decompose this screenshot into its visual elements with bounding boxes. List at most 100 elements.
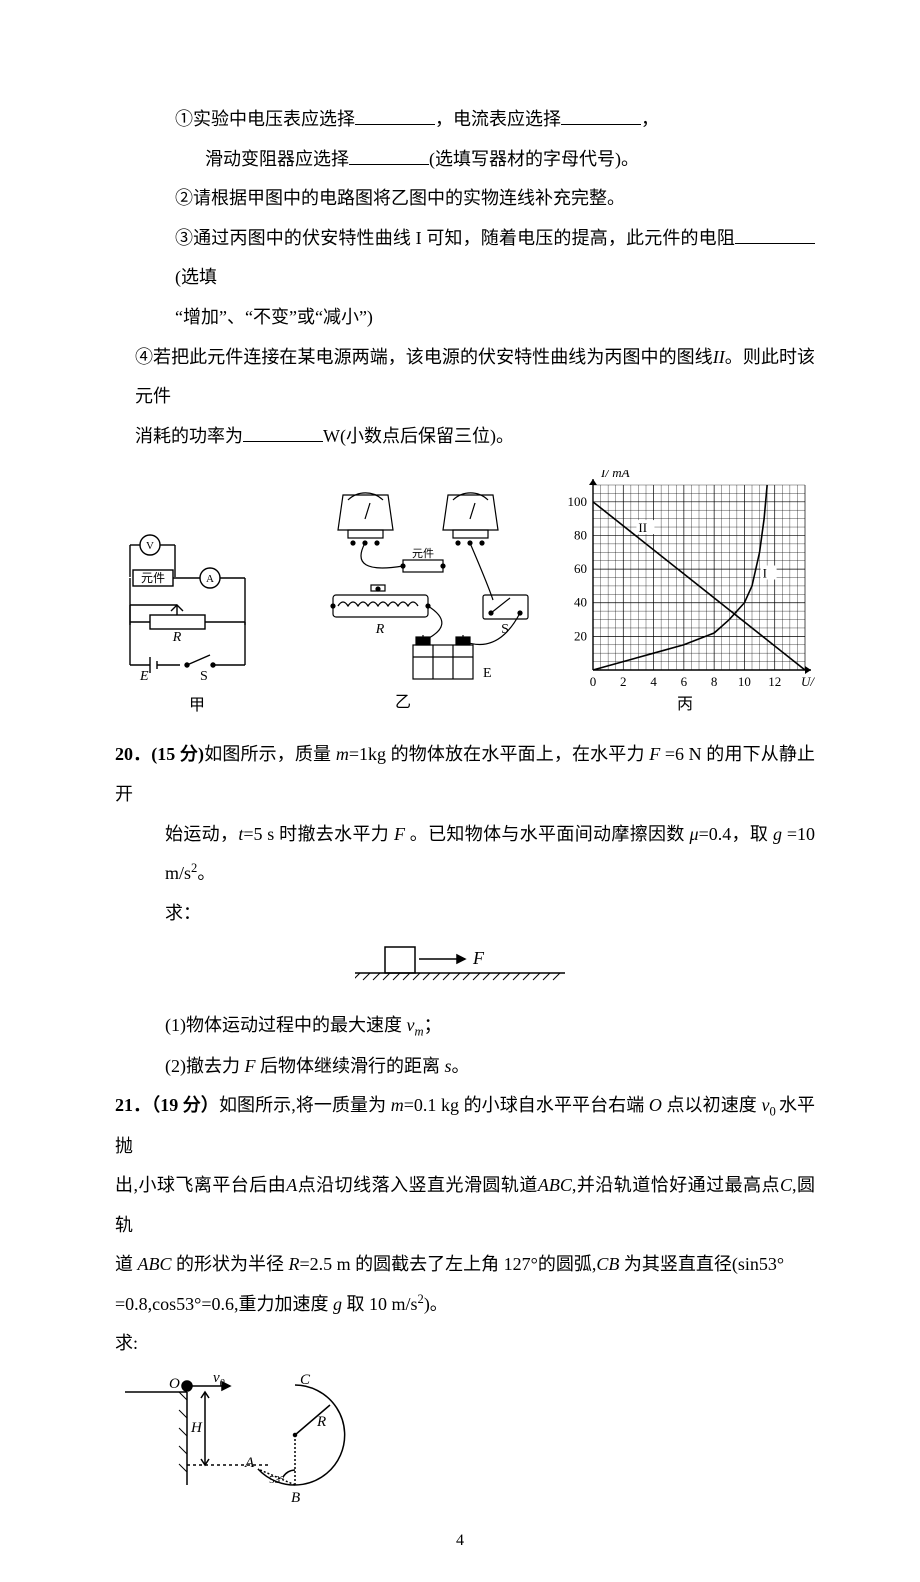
q19-sub1-line2b: (选填写器材的字母代号)。 bbox=[429, 149, 639, 169]
q19-sub1-line1: ①实验中电压表应选择，电流表应选择， bbox=[115, 100, 815, 140]
q21-abc: ABC bbox=[538, 1175, 572, 1195]
q20-p1: (1)物体运动过程中的最大速度 vm； bbox=[115, 1006, 815, 1046]
fig21-b: B bbox=[291, 1490, 300, 1506]
label-r-yi: R bbox=[374, 622, 384, 637]
q19-figures: V 元件 A bbox=[115, 470, 815, 715]
q20-p2c: 。 bbox=[452, 1056, 470, 1076]
caption-yi: 乙 bbox=[394, 694, 410, 711]
fig21-c: C bbox=[300, 1372, 311, 1388]
q19-sub4-ii: II bbox=[713, 347, 725, 367]
q19-sub1-a: ①实验中电压表应选择 bbox=[175, 109, 355, 129]
q19-sub1-line2a: 滑动变阻器应选择 bbox=[205, 149, 349, 169]
circuit-jia: V 元件 A bbox=[115, 515, 280, 715]
blank bbox=[735, 225, 815, 244]
q21-l2a: 出,小球飞离平台后由 bbox=[115, 1175, 286, 1195]
q20-l2f: 。 bbox=[197, 863, 215, 883]
label-s: S bbox=[200, 669, 208, 684]
q21-c: C bbox=[780, 1175, 792, 1195]
q21-num: 21 bbox=[115, 1095, 133, 1115]
q21-l1c: 点以初速度 bbox=[662, 1095, 762, 1115]
label-yj-yi: 元件 bbox=[412, 547, 434, 560]
svg-text:8: 8 bbox=[711, 674, 718, 689]
q19-sub4-line1: ④若把此元件连接在某电源两端，该电源的伏安特性曲线为丙图中的图线II。则此时该元… bbox=[115, 338, 815, 417]
q21-r: R bbox=[289, 1254, 300, 1274]
blank bbox=[349, 146, 429, 165]
q20-p1b: ； bbox=[424, 1015, 442, 1035]
svg-text:II: II bbox=[638, 520, 647, 535]
q21-l4b: 取 10 m/s bbox=[342, 1294, 418, 1314]
q21-l3c: =2.5 m 的圆截去了左上角 127°的圆弧, bbox=[300, 1254, 597, 1274]
svg-text:20: 20 bbox=[574, 629, 587, 644]
q20-num: 20 bbox=[115, 744, 133, 764]
q21-l3b: 的形状为半径 bbox=[172, 1254, 289, 1274]
blank bbox=[355, 106, 435, 125]
q20-f: F bbox=[649, 744, 665, 764]
q20-figure: F bbox=[115, 939, 815, 994]
fig20-f: F bbox=[472, 948, 485, 968]
q21-l2c: ,并沿轨道恰好通过最高点 bbox=[572, 1175, 780, 1195]
caption-jia: 甲 bbox=[189, 697, 205, 714]
label-v: V bbox=[146, 540, 154, 552]
q21-cb: CB bbox=[596, 1254, 619, 1274]
svg-text:I: I bbox=[763, 566, 767, 581]
fig21-ang: 53° bbox=[269, 1474, 284, 1486]
q21-line5: 求: bbox=[115, 1324, 815, 1364]
q20-m: m bbox=[336, 744, 349, 764]
q20-l1b: =1kg 的物体放在水平面上，在水平力 bbox=[349, 744, 649, 764]
svg-text:10: 10 bbox=[738, 674, 751, 689]
q21-l1a: 如图所示,将一质量为 bbox=[219, 1095, 391, 1115]
q20-l2d: =0.4，取 bbox=[699, 824, 773, 844]
q21-abc2: ABC bbox=[138, 1254, 172, 1274]
q19-sub4c: 消耗的功率为 bbox=[135, 426, 243, 446]
q20-p2: (2)撤去力 F 后物体继续滑行的距离 s。 bbox=[115, 1047, 815, 1087]
q21-line1: 21．（19 分）如图所示,将一质量为 m=0.1 kg 的小球自水平平台右端 … bbox=[115, 1086, 815, 1166]
svg-text:100: 100 bbox=[568, 494, 588, 509]
q20-g: g bbox=[773, 824, 787, 844]
label-e-yi: E bbox=[483, 666, 492, 681]
q19-sub3c: “增加”、“不变”或“减小”) bbox=[115, 298, 815, 338]
svg-text:6: 6 bbox=[681, 674, 688, 689]
q21-a: A bbox=[286, 1175, 297, 1195]
q19-sub1-line2: 滑动变阻器应选择 (选填写器材的字母代号)。 bbox=[115, 140, 815, 180]
svg-text:丙: 丙 bbox=[677, 696, 693, 713]
q20-mu: μ bbox=[690, 824, 699, 844]
q20-pts: ．(15 分) bbox=[133, 744, 204, 764]
q21-g: g bbox=[333, 1294, 342, 1314]
q21-l2b: 点沿切线落入竖直光滑圆轨道 bbox=[297, 1175, 538, 1195]
q21-l4a: =0.8,cos53°=0.6,重力加速度 bbox=[115, 1294, 333, 1314]
page-number: 4 bbox=[0, 1523, 920, 1558]
fig21-o: O bbox=[169, 1376, 180, 1392]
chart-bing: 02468101220406080100I/ mAU/VIII丙 bbox=[555, 470, 815, 715]
q19-sub2: ②请根据甲图中的电路图将乙图中的实物连线补充完整。 bbox=[115, 179, 815, 219]
svg-text:0: 0 bbox=[590, 674, 597, 689]
svg-text:12: 12 bbox=[768, 674, 781, 689]
q20-l2a: 始运动， bbox=[165, 824, 238, 844]
blank bbox=[561, 106, 641, 125]
q20-line2: 始运动，t=5 s 时撤去水平力 F 。已知物体与水平面间动摩擦因数 μ=0.4… bbox=[115, 815, 815, 894]
q19-sub4a: ④若把此元件连接在某电源两端，该电源的伏安特性曲线为丙图中的图线 bbox=[135, 347, 713, 367]
svg-text:40: 40 bbox=[574, 595, 587, 610]
q20-s: s bbox=[445, 1056, 452, 1076]
q21-l3d: 为其竖直直径(sin53° bbox=[619, 1254, 784, 1274]
q21-l1b: =0.1 kg 的小球自水平平台右端 bbox=[404, 1095, 649, 1115]
q21-line3: 道 ABC 的形状为半径 R=2.5 m 的圆截去了左上角 127°的圆弧,CB… bbox=[115, 1245, 815, 1285]
q19-sub3b: (选填 bbox=[175, 267, 217, 287]
blank bbox=[243, 423, 323, 442]
fig21-a: A bbox=[244, 1455, 255, 1471]
q20-line3: 求： bbox=[115, 894, 815, 934]
q19-sub1-b: ，电流表应选择 bbox=[435, 109, 561, 129]
q20-p1a: (1)物体运动过程中的最大速度 bbox=[165, 1015, 407, 1035]
circuit-yi: 元件 R S bbox=[288, 485, 548, 715]
q20-l2b: =5 s 时撤去水平力 bbox=[243, 824, 394, 844]
q21-line2: 出,小球飞离平台后由A点沿切线落入竖直光滑圆轨道ABC,并沿轨道恰好通过最高点C… bbox=[115, 1166, 815, 1245]
svg-text:U/V: U/V bbox=[801, 674, 815, 689]
q20-vm: v bbox=[407, 1015, 415, 1035]
label-e: E bbox=[139, 669, 149, 684]
q21-m: m bbox=[391, 1095, 404, 1115]
q20-f2: F bbox=[394, 824, 410, 844]
fig21-r: R bbox=[316, 1414, 326, 1430]
q21-l4c: )。 bbox=[424, 1294, 448, 1314]
fig21-h: H bbox=[190, 1420, 203, 1436]
label-a: A bbox=[206, 573, 214, 585]
q19-sub4d: W(小数点后保留三位)。 bbox=[323, 426, 514, 446]
